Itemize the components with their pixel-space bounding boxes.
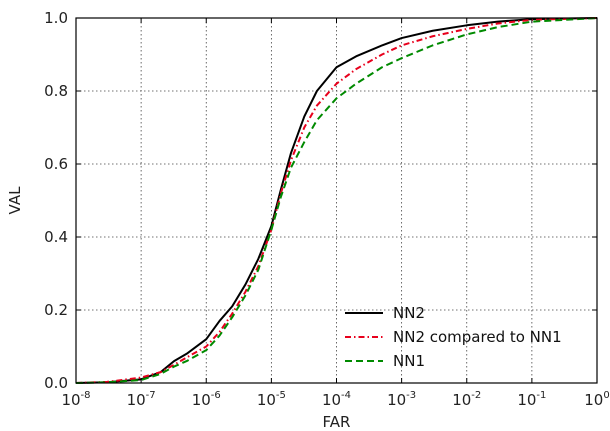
x-tick-base: 10 [127,391,146,409]
x-tick-base: 10 [61,391,80,409]
x-tick-base: 10 [452,391,471,409]
x-tick-label: 10-6 [192,390,221,409]
x-tick-label: 100 [584,390,609,409]
x-tick-base: 10 [517,391,536,409]
y-axis-ticks: 0.0 0.2 0.4 0.6 0.8 1.0 [44,9,597,392]
x-tick-exponent: -2 [471,390,481,401]
legend-label-2: NN1 [393,352,425,370]
x-tick-exponent: -7 [146,390,156,401]
y-axis-label: VAL [6,186,24,215]
y-tick-label: 0.6 [44,155,68,173]
x-tick-label: 10-8 [61,390,90,409]
x-tick-base: 10 [257,391,276,409]
x-tick-label: 10-2 [452,390,481,409]
x-tick-label: 10-4 [322,390,351,409]
x-axis-label: FAR [323,413,351,431]
x-tick-exponent: 0 [603,390,609,401]
x-tick-label: 10-7 [127,390,156,409]
x-tick-exponent: -1 [536,390,546,401]
x-tick-exponent: -8 [81,390,91,401]
x-tick-label: 10-5 [257,390,286,409]
x-tick-base: 10 [322,391,341,409]
x-tick-base: 10 [584,391,603,409]
series-line-0 [75,17,598,384]
y-tick-label: 0.2 [44,301,68,319]
y-tick-label: 0.0 [44,374,68,392]
x-tick-exponent: -4 [341,390,351,401]
series-layer [75,17,598,384]
legend-label-0: NN2 [393,304,425,322]
x-tick-label: 10-1 [517,390,546,409]
series-line-2 [75,17,598,384]
x-tick-exponent: -3 [406,390,416,401]
x-tick-base: 10 [192,391,211,409]
legend: NN2 NN2 compared to NN1 NN1 [345,304,562,370]
x-tick-base: 10 [387,391,406,409]
grid-lines [76,18,597,383]
y-tick-label: 1.0 [44,9,68,27]
y-tick-label: 0.8 [44,82,68,100]
x-tick-label: 10-3 [387,390,416,409]
legend-label-1: NN2 compared to NN1 [393,328,562,346]
x-axis-ticks: 10-8 10-7 10-6 10-5 10-4 10-3 10-2 10-1 100 [61,18,610,409]
series-line-1 [75,17,598,384]
y-tick-label: 0.4 [44,228,68,246]
x-tick-exponent: -5 [276,390,286,401]
x-tick-exponent: -6 [211,390,221,401]
